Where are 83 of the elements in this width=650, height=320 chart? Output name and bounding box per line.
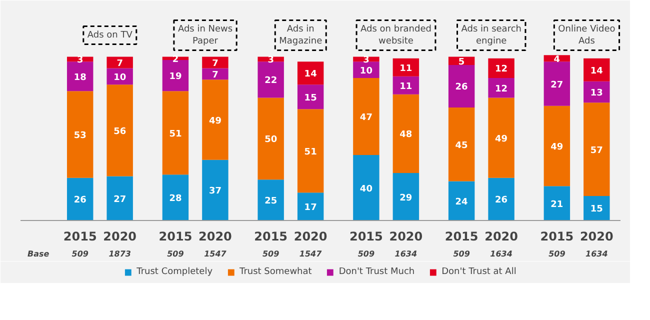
data-label: 11 [400, 64, 412, 74]
x-tick-label: 2015 [540, 230, 574, 244]
data-label: 27 [550, 80, 564, 90]
data-label: 40 [360, 184, 372, 194]
data-label: 4 [554, 54, 560, 65]
data-label: 3 [268, 56, 274, 66]
data-label: 7 [212, 70, 218, 80]
data-label: 12 [495, 84, 508, 94]
data-label: 26 [495, 196, 508, 206]
data-label: 3 [363, 56, 370, 66]
x-tick-label: 2015 [63, 230, 97, 244]
text: 509 [358, 250, 375, 258]
text: 1634 [490, 250, 513, 258]
text: 509 [453, 250, 470, 258]
data-label: 45 [455, 140, 468, 151]
data-label: 15 [304, 93, 317, 104]
data-label: 57 [590, 146, 603, 156]
data-label: 14 [304, 70, 317, 80]
x-tick-label: 2015 [254, 230, 288, 244]
text: 1873 [108, 250, 132, 258]
legend-label: Don't Trust at All [442, 267, 516, 277]
x-tick-label: 2015 [444, 230, 478, 244]
data-label: 25 [264, 196, 278, 207]
x-tick-label: 2020 [198, 230, 232, 244]
data-label: 10 [360, 66, 372, 76]
data-label: 51 [304, 147, 317, 158]
data-label: 17 [304, 203, 317, 214]
text: 509 [167, 250, 184, 258]
text: 509 [262, 250, 280, 258]
data-label: 48 [400, 130, 412, 140]
text: Ads in search engine [461, 24, 522, 46]
data-label: 7 [116, 58, 123, 69]
data-label: 49 [208, 116, 222, 126]
data-label: 18 [74, 72, 86, 83]
x-tick-label: 2020 [389, 230, 423, 244]
x-tick-label: 2020 [103, 230, 137, 244]
text: 1547 [204, 250, 227, 258]
text: Ads on TV [87, 30, 134, 40]
x-tick-label: 2020 [580, 230, 614, 244]
data-label: 47 [360, 113, 372, 124]
text: Ads in News Paper [178, 24, 233, 46]
data-label: 19 [169, 72, 182, 82]
data-label: 24 [455, 197, 468, 208]
data-label: 51 [169, 129, 182, 140]
legend-label: Don't Trust Much [338, 267, 415, 277]
data-label: 56 [114, 126, 126, 137]
data-label: 13 [590, 88, 603, 98]
data-label: 49 [495, 134, 508, 144]
data-label: 21 [550, 200, 564, 210]
data-label: 26 [74, 196, 86, 206]
data-label: 5 [458, 57, 465, 68]
data-label: 29 [400, 193, 412, 204]
x-tick-label: 2015 [158, 230, 192, 244]
text: 1634 [586, 250, 608, 258]
data-label: 53 [74, 131, 86, 142]
legend-label: Trust Completely [136, 267, 213, 277]
x-tick-label: 2020 [484, 230, 518, 244]
data-label: 3 [76, 56, 84, 66]
x-tick-label: 2015 [349, 230, 383, 244]
data-label: 14 [590, 66, 603, 76]
text: 509 [72, 250, 89, 258]
text: 1634 [394, 250, 418, 258]
text: Ads on branded website [360, 24, 432, 46]
data-label: 27 [114, 194, 126, 205]
data-label: 37 [208, 186, 222, 197]
legend-label: Trust Somewhat [240, 267, 312, 277]
data-label: 28 [169, 194, 182, 204]
data-label: 11 [400, 82, 412, 92]
data-label: 12 [495, 64, 508, 75]
text: 509 [548, 250, 566, 258]
text: 1547 [299, 250, 322, 258]
data-label: 22 [264, 76, 278, 86]
data-label: 49 [550, 142, 564, 152]
text: Base [28, 250, 50, 258]
data-label: 15 [590, 204, 603, 215]
data-label: 50 [264, 135, 278, 146]
data-label: 10 [114, 72, 126, 83]
data-label: 26 [455, 82, 468, 93]
data-label: 7 [212, 58, 218, 69]
text: Ads in Magazine [279, 24, 323, 46]
text: Online Video Ads [558, 24, 616, 46]
x-tick-label: 2020 [294, 230, 328, 244]
data-label: 2 [172, 54, 179, 65]
